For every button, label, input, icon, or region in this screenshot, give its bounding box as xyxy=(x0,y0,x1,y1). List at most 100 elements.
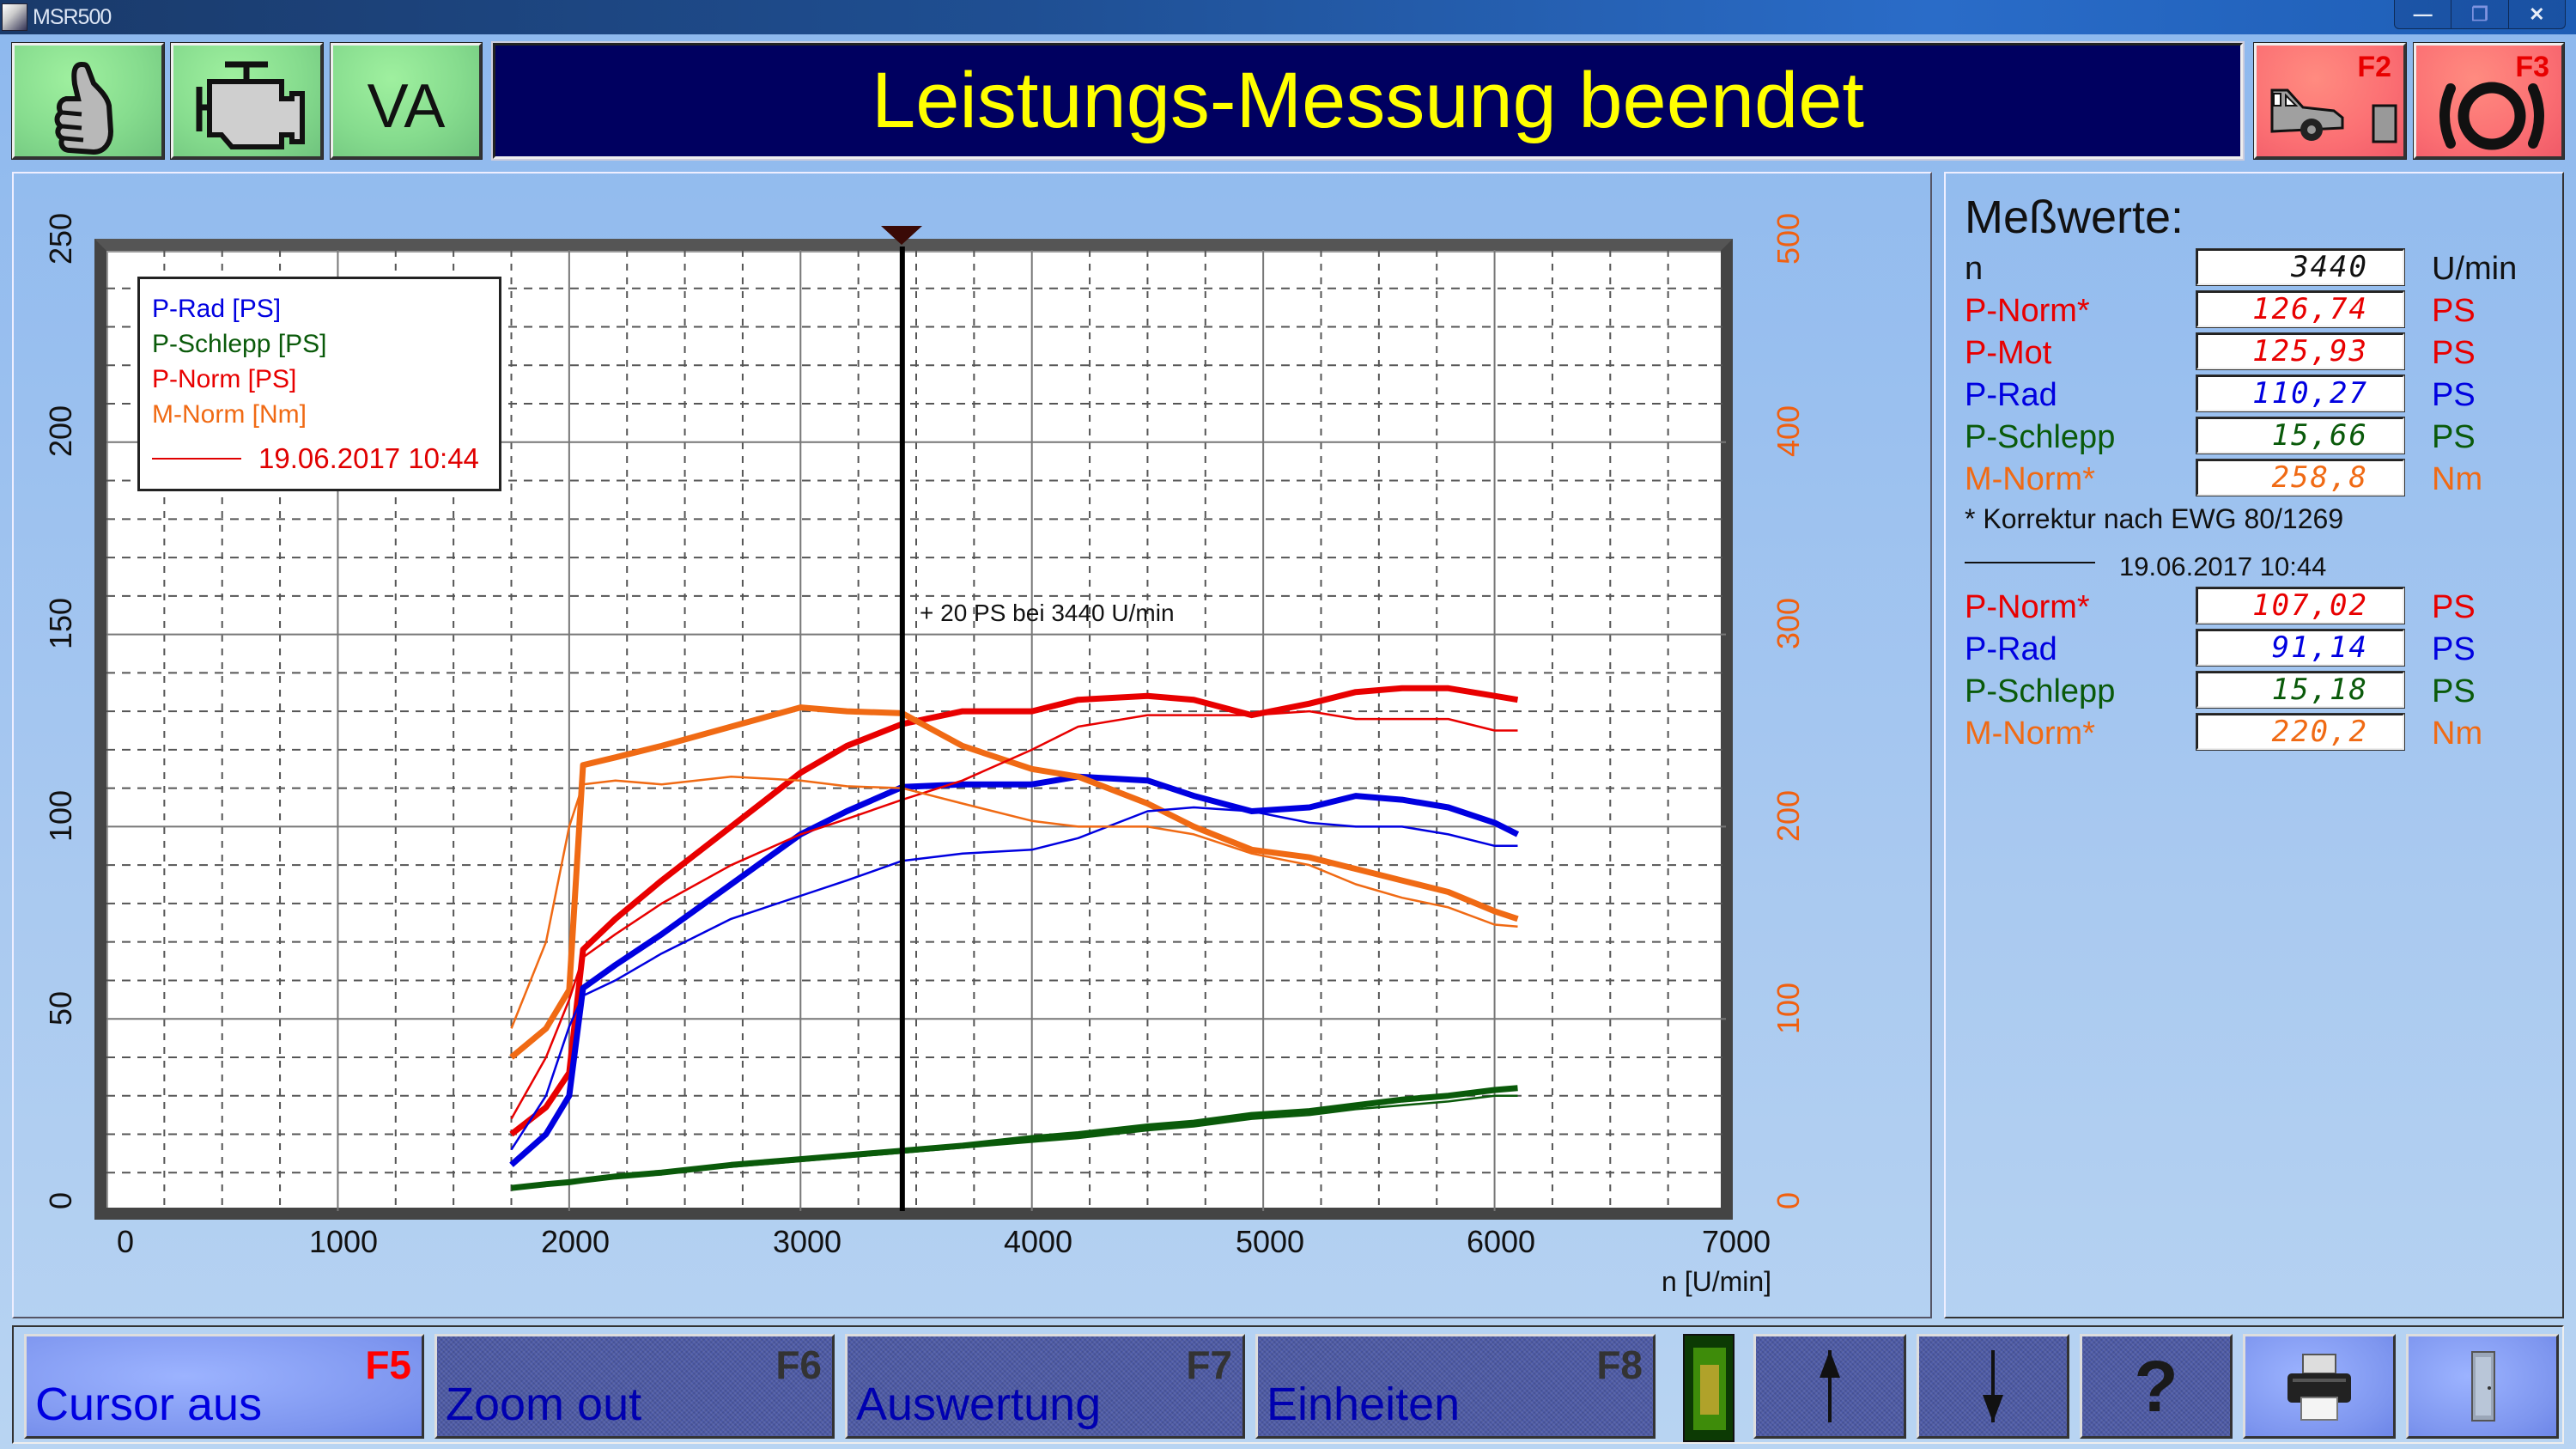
y-right-tick: 400 xyxy=(1771,405,1806,458)
y-left-tick: 50 xyxy=(43,990,78,1026)
status-indicator xyxy=(1683,1334,1735,1442)
measurement-value: 3440 xyxy=(2196,248,2405,286)
x-tick: 3000 xyxy=(772,1224,842,1259)
measurement-label: M-Norm* xyxy=(1965,461,2095,497)
print-button[interactable] xyxy=(2243,1334,2396,1439)
measurement-unit: PS xyxy=(2432,631,2476,667)
scroll-down-button[interactable] xyxy=(1917,1334,2069,1439)
f2-button[interactable]: F2 xyxy=(2253,42,2407,160)
zoom-out-button[interactable]: F6 Zoom out xyxy=(434,1334,835,1439)
measurement-row-n: n 3440 U/min xyxy=(1965,248,2566,289)
y-right-tick: 300 xyxy=(1771,597,1806,650)
y-left-tick: 100 xyxy=(43,789,78,843)
va-button[interactable]: VA xyxy=(330,42,483,160)
measurement-label: P-Rad xyxy=(1965,631,2057,667)
plot-area[interactable] xyxy=(94,239,1733,1220)
measurement-value: 110,27 xyxy=(2196,374,2405,412)
measurement-label: P-Norm* xyxy=(1965,589,2090,625)
x-axis-title: n [U/min] xyxy=(1662,1266,1772,1297)
engine-button[interactable] xyxy=(170,42,324,160)
auswertung-button[interactable]: F7 Auswertung xyxy=(845,1334,1245,1439)
restore-button[interactable]: ❐ xyxy=(2451,0,2507,28)
legend-item-p-norm: P-Norm [PS] xyxy=(152,365,297,393)
measurement-unit: PS xyxy=(2432,377,2476,413)
legend-item-p-schlepp: P-Schlepp [PS] xyxy=(152,330,327,358)
minimize-button[interactable]: — xyxy=(2413,3,2433,25)
chart-legend: P-Rad [PS] P-Schlepp [PS] P-Norm [PS] M-… xyxy=(137,277,501,491)
reference-row-m-norm: M-Norm* 220,2 Nm xyxy=(1965,713,2566,753)
auswertung-label: Auswertung xyxy=(856,1379,1102,1430)
einheiten-label: Einheiten xyxy=(1267,1379,1461,1430)
measurement-label: P-Mot xyxy=(1965,335,2052,371)
cursor-marker-icon[interactable] xyxy=(881,226,922,245)
scroll-up-button[interactable] xyxy=(1753,1334,1906,1439)
measurement-value: 220,2 xyxy=(2196,713,2405,751)
arrow-down-icon xyxy=(1983,1350,2003,1422)
reference-row-p-rad: P-Rad 91,14 PS xyxy=(1965,629,2566,669)
f3-button[interactable]: F3 xyxy=(2413,42,2565,160)
measurement-label: P-Rad xyxy=(1965,377,2057,413)
bottom-toolbar: F5 Cursor aus F6 Zoom out F7 Auswertung … xyxy=(12,1325,2564,1444)
einheiten-button[interactable]: F8 Einheiten xyxy=(1255,1334,1656,1439)
y-right-tick: 100 xyxy=(1771,982,1806,1035)
f5-key-label: F5 xyxy=(365,1342,411,1387)
measurement-label: n xyxy=(1965,251,1984,287)
exit-button[interactable] xyxy=(2406,1334,2559,1439)
series-line xyxy=(511,1094,1518,1190)
cursor-off-label: Cursor aus xyxy=(35,1379,263,1430)
measurement-unit: PS xyxy=(2432,673,2476,709)
measurement-value: 107,02 xyxy=(2196,587,2405,624)
legend-item-m-norm: M-Norm [Nm] xyxy=(152,400,307,429)
measurements-panel: Meßwerte: n 3440 U/min P-Norm* 126,74 PS… xyxy=(1944,172,2564,1318)
f6-key-label: F6 xyxy=(775,1342,822,1387)
headline-text: Leistungs-Messung beendet xyxy=(872,57,1864,144)
f7-key-label: F7 xyxy=(1186,1342,1232,1387)
correction-footnote: * Korrektur nach EWG 80/1269 xyxy=(1965,503,2344,534)
reference-row-p-norm: P-Norm* 107,02 PS xyxy=(1965,587,2566,627)
legend-reference-date: 19.06.2017 10:44 xyxy=(258,442,479,474)
series-line xyxy=(509,704,1519,1060)
measurement-unit: Nm xyxy=(2432,715,2483,752)
printer-icon xyxy=(2287,1354,2351,1421)
question-mark-icon: ? xyxy=(2134,1345,2178,1427)
measurement-unit: Nm xyxy=(2432,461,2483,497)
measurements-title: Meßwerte: xyxy=(1965,192,2184,243)
measurement-unit: PS xyxy=(2432,589,2476,625)
engine-icon xyxy=(196,61,305,149)
app-icon xyxy=(2,3,27,31)
x-tick: 4000 xyxy=(1003,1224,1073,1259)
series-line xyxy=(509,773,1520,1167)
cursor-off-button[interactable]: F5 Cursor aus xyxy=(24,1334,424,1439)
window-title: MSR500 xyxy=(33,5,112,29)
x-tick: 5000 xyxy=(1235,1224,1305,1259)
measurement-value: 126,74 xyxy=(2196,290,2405,328)
measurement-unit: U/min xyxy=(2432,251,2518,287)
door-icon xyxy=(2471,1351,2495,1422)
help-button[interactable]: ? xyxy=(2080,1334,2233,1439)
ok-button[interactable] xyxy=(11,42,165,160)
f8-key-label: F8 xyxy=(1596,1342,1643,1387)
measurement-unit: PS xyxy=(2432,293,2476,329)
arrow-up-icon xyxy=(1820,1350,1840,1422)
status-headline: Leistungs-Messung beendet xyxy=(491,41,2245,161)
thumbs-up-icon xyxy=(54,61,114,155)
y-right-tick: 500 xyxy=(1771,212,1806,265)
window-controls: — ❐ ✕ xyxy=(2394,0,2566,29)
x-tick: 1000 xyxy=(308,1224,379,1259)
zoom-out-label: Zoom out xyxy=(446,1379,642,1430)
close-button[interactable]: ✕ xyxy=(2507,0,2565,28)
series-line xyxy=(510,775,1518,1029)
measurement-row-p-mot: P-Mot 125,93 PS xyxy=(1965,332,2566,373)
f3-key-label: F3 xyxy=(2515,51,2549,83)
measurement-unit: PS xyxy=(2432,335,2476,371)
measurement-value: 15,66 xyxy=(2196,417,2405,454)
status-indicator-core xyxy=(1700,1365,1719,1415)
reference-row-p-schlepp: P-Schlepp 15,18 PS xyxy=(1965,671,2566,711)
va-label: VA xyxy=(367,72,446,141)
cursor-annotation: + 20 PS bei 3440 U/min xyxy=(920,600,1175,626)
measurement-row-p-schlepp: P-Schlepp 15,66 PS xyxy=(1965,417,2566,457)
measurement-label: M-Norm* xyxy=(1965,715,2095,752)
car-at-wall-icon xyxy=(2270,88,2397,143)
measurement-value: 15,18 xyxy=(2196,671,2405,709)
